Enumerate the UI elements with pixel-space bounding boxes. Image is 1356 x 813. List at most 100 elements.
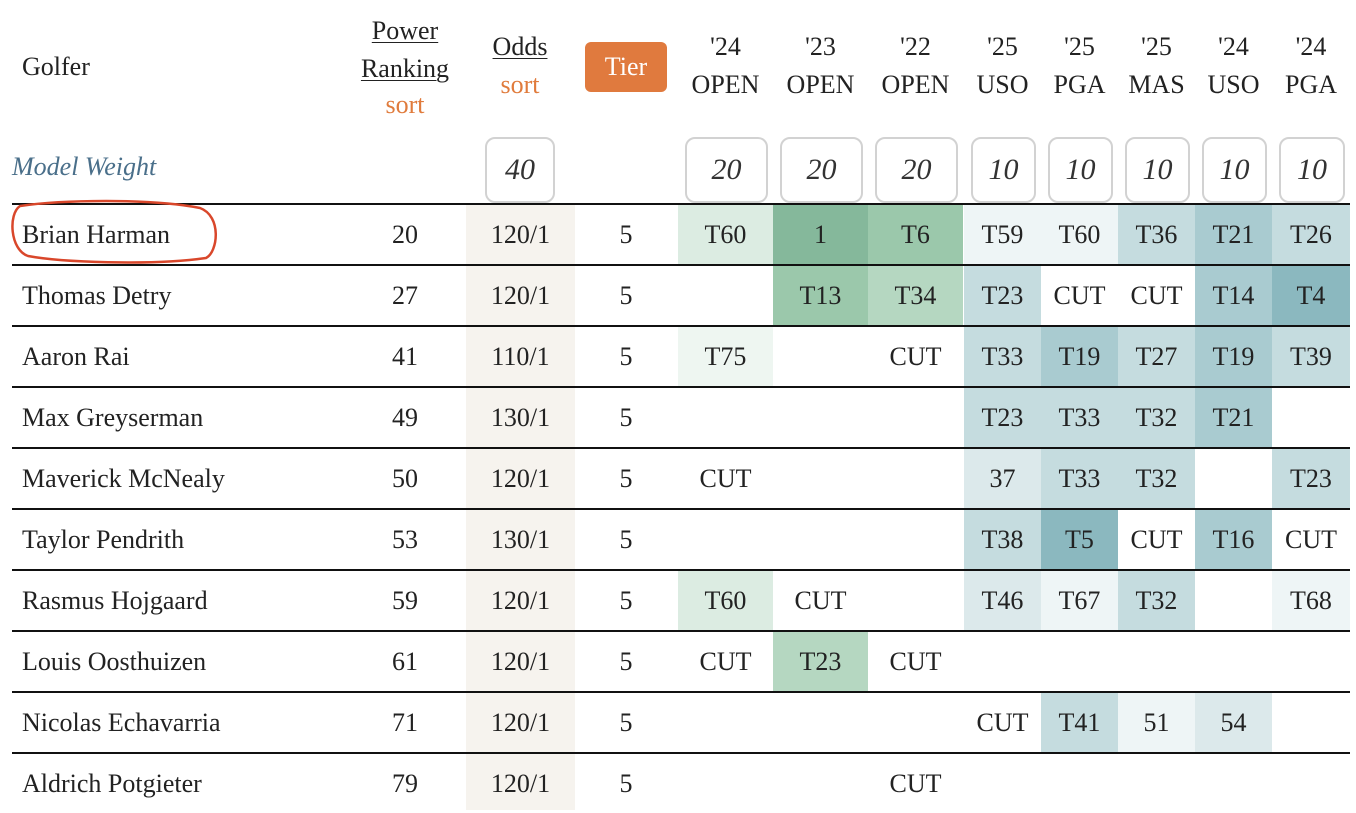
tier: 5 bbox=[619, 768, 633, 798]
tier: 5 bbox=[619, 219, 633, 249]
result-cell: T16 bbox=[1195, 510, 1272, 569]
row-rule bbox=[12, 203, 1350, 205]
result-cell: T27 bbox=[1118, 327, 1195, 386]
result-cell: T32 bbox=[1118, 449, 1195, 508]
result-cell: T32 bbox=[1118, 571, 1195, 630]
result-cell bbox=[964, 632, 1041, 691]
tier: 5 bbox=[619, 341, 633, 371]
tier-button[interactable]: Tier bbox=[585, 42, 667, 92]
tier: 5 bbox=[619, 585, 633, 615]
odds: 120/1 bbox=[490, 219, 551, 249]
row-rule bbox=[12, 264, 1350, 266]
result-cell bbox=[1272, 388, 1350, 447]
header-odds[interactable]: Odds bbox=[492, 32, 548, 61]
event-year: '25 bbox=[1064, 32, 1095, 61]
event-year: '24 bbox=[710, 32, 741, 61]
power-ranking: 49 bbox=[392, 402, 418, 432]
result-cell: 37 bbox=[964, 449, 1041, 508]
weight-box: 10 bbox=[1202, 137, 1267, 203]
event-name: OPEN bbox=[881, 70, 950, 99]
event-name: PGA bbox=[1284, 70, 1337, 99]
result-cell bbox=[1195, 754, 1272, 813]
result-cell: 54 bbox=[1195, 693, 1272, 752]
result-cell: T36 bbox=[1118, 205, 1195, 264]
result-cell bbox=[868, 510, 963, 569]
result-cell: T46 bbox=[964, 571, 1041, 630]
golfer-name: Aldrich Potgieter bbox=[22, 768, 202, 798]
result-cell: T14 bbox=[1195, 266, 1272, 325]
result-cell: CUT bbox=[699, 646, 752, 676]
weight-box: 40 bbox=[485, 137, 555, 203]
result-cell bbox=[1272, 632, 1350, 691]
event-year: '24 bbox=[1218, 32, 1249, 61]
result-cell: CUT bbox=[976, 707, 1029, 737]
row-rule bbox=[12, 508, 1350, 510]
row-rule bbox=[12, 691, 1350, 693]
golfer-name: Rasmus Hojgaard bbox=[22, 585, 208, 615]
result-cell bbox=[678, 388, 773, 447]
result-cell: CUT bbox=[889, 646, 942, 676]
event-year: '24 bbox=[1295, 32, 1327, 61]
result-cell: T13 bbox=[773, 266, 868, 325]
sort-link[interactable]: sort bbox=[385, 90, 425, 119]
result-cell bbox=[1041, 754, 1118, 813]
result-cell: T68 bbox=[1272, 571, 1350, 630]
result-cell: CUT bbox=[699, 463, 752, 493]
result-cell: T23 bbox=[964, 388, 1041, 447]
result-cell bbox=[868, 571, 963, 630]
result-cell: 51 bbox=[1118, 693, 1195, 752]
result-cell: T60 bbox=[678, 571, 773, 630]
result-cell bbox=[1041, 632, 1118, 691]
golfer-name: Aaron Rai bbox=[22, 341, 130, 371]
golfer-name: Thomas Detry bbox=[22, 280, 172, 310]
result-cell: T6 bbox=[868, 205, 963, 264]
result-cell bbox=[773, 693, 868, 752]
event-year: '25 bbox=[1141, 32, 1172, 61]
result-cell bbox=[1272, 754, 1350, 813]
result-cell: T5 bbox=[1041, 510, 1118, 569]
power-ranking: 61 bbox=[392, 646, 418, 676]
odds: 120/1 bbox=[490, 280, 551, 310]
result-cell bbox=[868, 388, 963, 447]
odds: 130/1 bbox=[490, 402, 551, 432]
golfer-name: Nicolas Echavarria bbox=[22, 707, 221, 737]
odds: 120/1 bbox=[490, 768, 551, 798]
power-ranking: 71 bbox=[392, 707, 418, 737]
power-ranking: 53 bbox=[392, 524, 418, 554]
result-cell: CUT bbox=[1130, 280, 1183, 310]
result-cell: CUT bbox=[794, 585, 847, 615]
row-rule bbox=[12, 325, 1350, 327]
event-name: USO bbox=[976, 70, 1029, 99]
odds: 110/1 bbox=[491, 341, 550, 371]
result-cell: T33 bbox=[1041, 388, 1118, 447]
weight-box: 20 bbox=[875, 137, 958, 203]
result-cell: CUT bbox=[889, 768, 942, 798]
sort-link[interactable]: sort bbox=[500, 70, 540, 99]
odds: 120/1 bbox=[490, 585, 551, 615]
result-cell: T41 bbox=[1041, 693, 1118, 752]
power-ranking: 20 bbox=[392, 219, 418, 249]
result-cell: T26 bbox=[1272, 205, 1350, 264]
model-weight-label: Model Weight bbox=[12, 152, 157, 181]
result-cell: CUT bbox=[889, 341, 942, 371]
result-cell: T34 bbox=[868, 266, 963, 325]
event-name: OPEN bbox=[786, 70, 855, 99]
golfer-name: Maverick McNealy bbox=[22, 463, 225, 493]
event-name: USO bbox=[1207, 70, 1260, 99]
result-cell: T59 bbox=[964, 205, 1041, 264]
header-power-ranking[interactable]: Power Ranking bbox=[360, 16, 450, 83]
event-year: '25 bbox=[987, 32, 1018, 61]
odds-column-bg bbox=[466, 204, 575, 810]
result-cell bbox=[773, 327, 868, 386]
result-cell: T23 bbox=[1272, 449, 1350, 508]
result-cell: T19 bbox=[1041, 327, 1118, 386]
result-cell bbox=[1195, 449, 1272, 508]
result-cell bbox=[868, 449, 963, 508]
odds: 130/1 bbox=[490, 524, 551, 554]
tier: 5 bbox=[619, 463, 633, 493]
result-cell bbox=[1195, 571, 1272, 630]
row-rule bbox=[12, 752, 1350, 754]
event-name: OPEN bbox=[691, 70, 760, 99]
result-cell bbox=[1195, 632, 1272, 691]
